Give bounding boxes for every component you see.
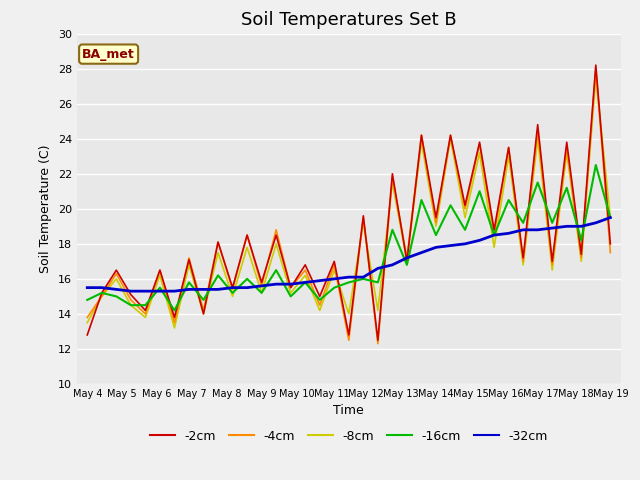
Text: BA_met: BA_met [82,48,135,60]
Y-axis label: Soil Temperature (C): Soil Temperature (C) [39,144,52,273]
Title: Soil Temperatures Set B: Soil Temperatures Set B [241,11,456,29]
Legend: -2cm, -4cm, -8cm, -16cm, -32cm: -2cm, -4cm, -8cm, -16cm, -32cm [145,425,553,448]
X-axis label: Time: Time [333,405,364,418]
